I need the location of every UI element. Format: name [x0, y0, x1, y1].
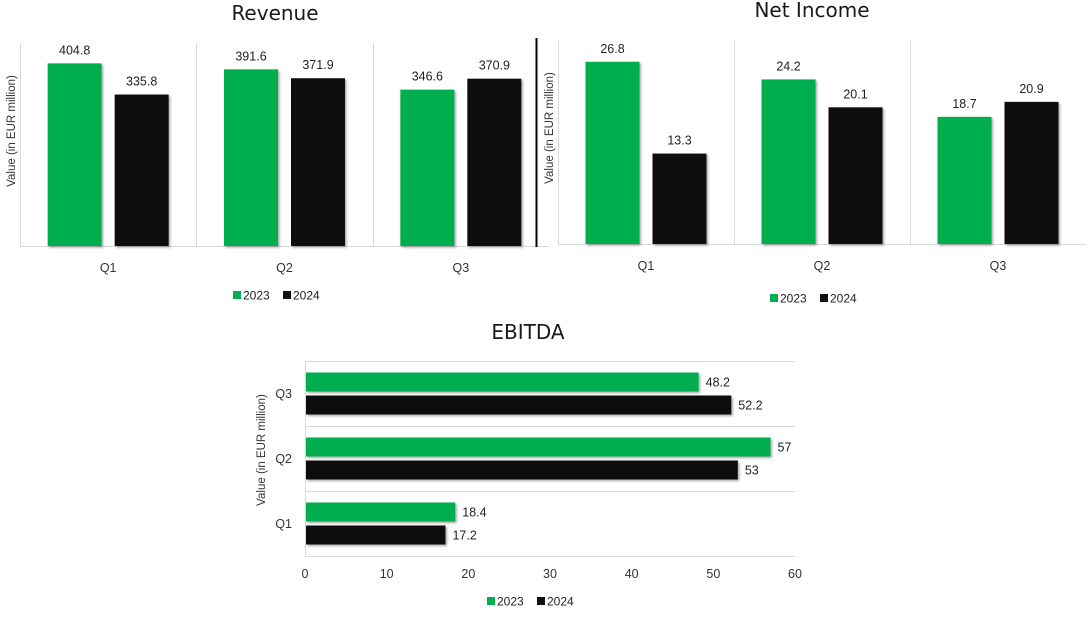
- data-label-2024-Q1: 335.8: [126, 75, 157, 89]
- bar-2024-Q3: [467, 78, 522, 246]
- legend-item-2023: 2023: [770, 292, 807, 306]
- net-income-y-axis-label: Value (in EUR million): [544, 72, 556, 184]
- revenue-chart: Revenue Value (in EUR million) 404.8 335.…: [6, 1, 549, 303]
- x-tick-label-Q2: Q2: [276, 261, 293, 275]
- data-label-2023-Q2: 24.2: [776, 59, 800, 73]
- bar-2023-Q2: [224, 69, 278, 247]
- net-income-title: Net Income: [754, 0, 869, 22]
- revenue-y-axis-label: Value (in EUR million): [6, 75, 18, 187]
- legend-item-2024: 2024: [820, 292, 857, 306]
- bar-2023-Q3: [400, 89, 455, 246]
- bar-2024-Q1: [306, 525, 446, 545]
- net-income-plot-area: 26.8 13.3 Q1 24.2 20.1 Q2 18.7 20.9 Q3: [558, 40, 1086, 273]
- legend-swatch: [283, 291, 291, 299]
- bar-2024-Q2: [306, 460, 738, 480]
- legend-swatch: [770, 294, 778, 302]
- legend-label: 2024: [830, 292, 857, 306]
- x-tick-label-20: 20: [461, 567, 475, 581]
- net-income-legend: 2023 2024: [770, 292, 857, 306]
- data-label-2024-Q3: 370.9: [479, 59, 510, 73]
- data-label-2024-Q2: 20.1: [843, 87, 867, 101]
- legend-swatch: [537, 597, 545, 605]
- data-label-2023-Q2: 57: [778, 441, 792, 455]
- net-income-chart: Net Income Value (in EUR million) 26.8 13…: [544, 0, 1086, 306]
- bar-2024-Q3: [1004, 101, 1059, 244]
- x-tick-label-50: 50: [706, 567, 720, 581]
- data-label-2023-Q1: 18.4: [462, 506, 486, 520]
- bar-2024-Q1: [114, 94, 169, 246]
- data-label-2024-Q2: 53: [745, 464, 759, 478]
- x-tick-label-60: 60: [788, 567, 802, 581]
- data-label-2024-Q3: 20.9: [1019, 82, 1043, 96]
- legend-item-2024: 2024: [537, 595, 574, 609]
- bar-2024-Q3: [306, 395, 732, 415]
- legend-label: 2023: [243, 289, 270, 303]
- bar-2023-Q1: [47, 63, 102, 246]
- x-tick-label-Q3: Q3: [452, 261, 469, 275]
- data-label-2024-Q1: 17.2: [452, 529, 476, 543]
- revenue-title: Revenue: [231, 1, 318, 25]
- data-label-2023-Q3: 346.6: [412, 70, 443, 84]
- bar-2023-Q1: [306, 502, 456, 522]
- legend-swatch: [233, 291, 241, 299]
- ebitda-chart: EBITDA Value (in EUR million) 18.4 17.2 Q1…: [256, 320, 802, 609]
- bar-2023-Q2: [761, 79, 816, 244]
- data-label-2024-Q3: 52.2: [738, 399, 762, 413]
- data-label-2024-Q2: 371.9: [302, 58, 333, 72]
- data-label-2023-Q3: 18.7: [952, 97, 976, 111]
- bar-2024-Q1: [652, 153, 707, 244]
- x-tick-label-Q1: Q1: [100, 261, 117, 275]
- legend-swatch: [820, 294, 828, 302]
- ebitda-plot-area: 18.4 17.2 Q1 57 53 Q2 48.2 52.2 Q3 0 10 20 30 40 50 60: [275, 361, 802, 581]
- ebitda-y-axis-label: Value (in EUR million): [256, 394, 268, 506]
- y-tick-label-Q2: Q2: [275, 452, 292, 466]
- data-label-2023-Q1: 404.8: [59, 43, 90, 57]
- legend-item-2023: 2023: [487, 595, 524, 609]
- x-tick-label-10: 10: [380, 567, 394, 581]
- ebitda-title: EBITDA: [491, 320, 565, 344]
- bar-2023-Q1: [585, 61, 640, 245]
- legend-label: 2023: [497, 595, 524, 609]
- legend-label: 2024: [547, 595, 574, 609]
- data-label-2023-Q2: 391.6: [235, 49, 266, 63]
- legend-label: 2024: [293, 289, 320, 303]
- legend-swatch: [487, 597, 495, 605]
- revenue-legend: 2023 2024: [233, 289, 320, 303]
- ebitda-legend: 2023 2024: [487, 595, 574, 609]
- x-tick-label-Q1: Q1: [638, 259, 655, 273]
- x-tick-label-Q2: Q2: [814, 259, 831, 273]
- x-tick-label-Q3: Q3: [990, 259, 1007, 273]
- data-label-2023-Q1: 26.8: [600, 42, 624, 56]
- bar-2024-Q2: [828, 107, 883, 244]
- y-tick-label-Q1: Q1: [275, 517, 292, 531]
- data-label-2024-Q1: 13.3: [667, 134, 691, 148]
- y-tick-label-Q3: Q3: [275, 387, 292, 401]
- legend-item-2024: 2024: [283, 289, 320, 303]
- bar-2023-Q2: [306, 437, 771, 457]
- bar-2023-Q3: [306, 372, 699, 392]
- x-tick-label-0: 0: [302, 567, 309, 581]
- bar-2024-Q2: [291, 78, 345, 246]
- revenue-plot-area: 404.8 335.8 Q1 391.6 371.9 Q2 346.6 370.9 Q3: [20, 43, 549, 275]
- bar-2023-Q3: [937, 116, 992, 244]
- x-tick-label-30: 30: [543, 567, 557, 581]
- data-label-2023-Q3: 48.2: [706, 376, 730, 390]
- x-tick-label-40: 40: [625, 567, 639, 581]
- legend-label: 2023: [780, 292, 807, 306]
- legend-item-2023: 2023: [233, 289, 270, 303]
